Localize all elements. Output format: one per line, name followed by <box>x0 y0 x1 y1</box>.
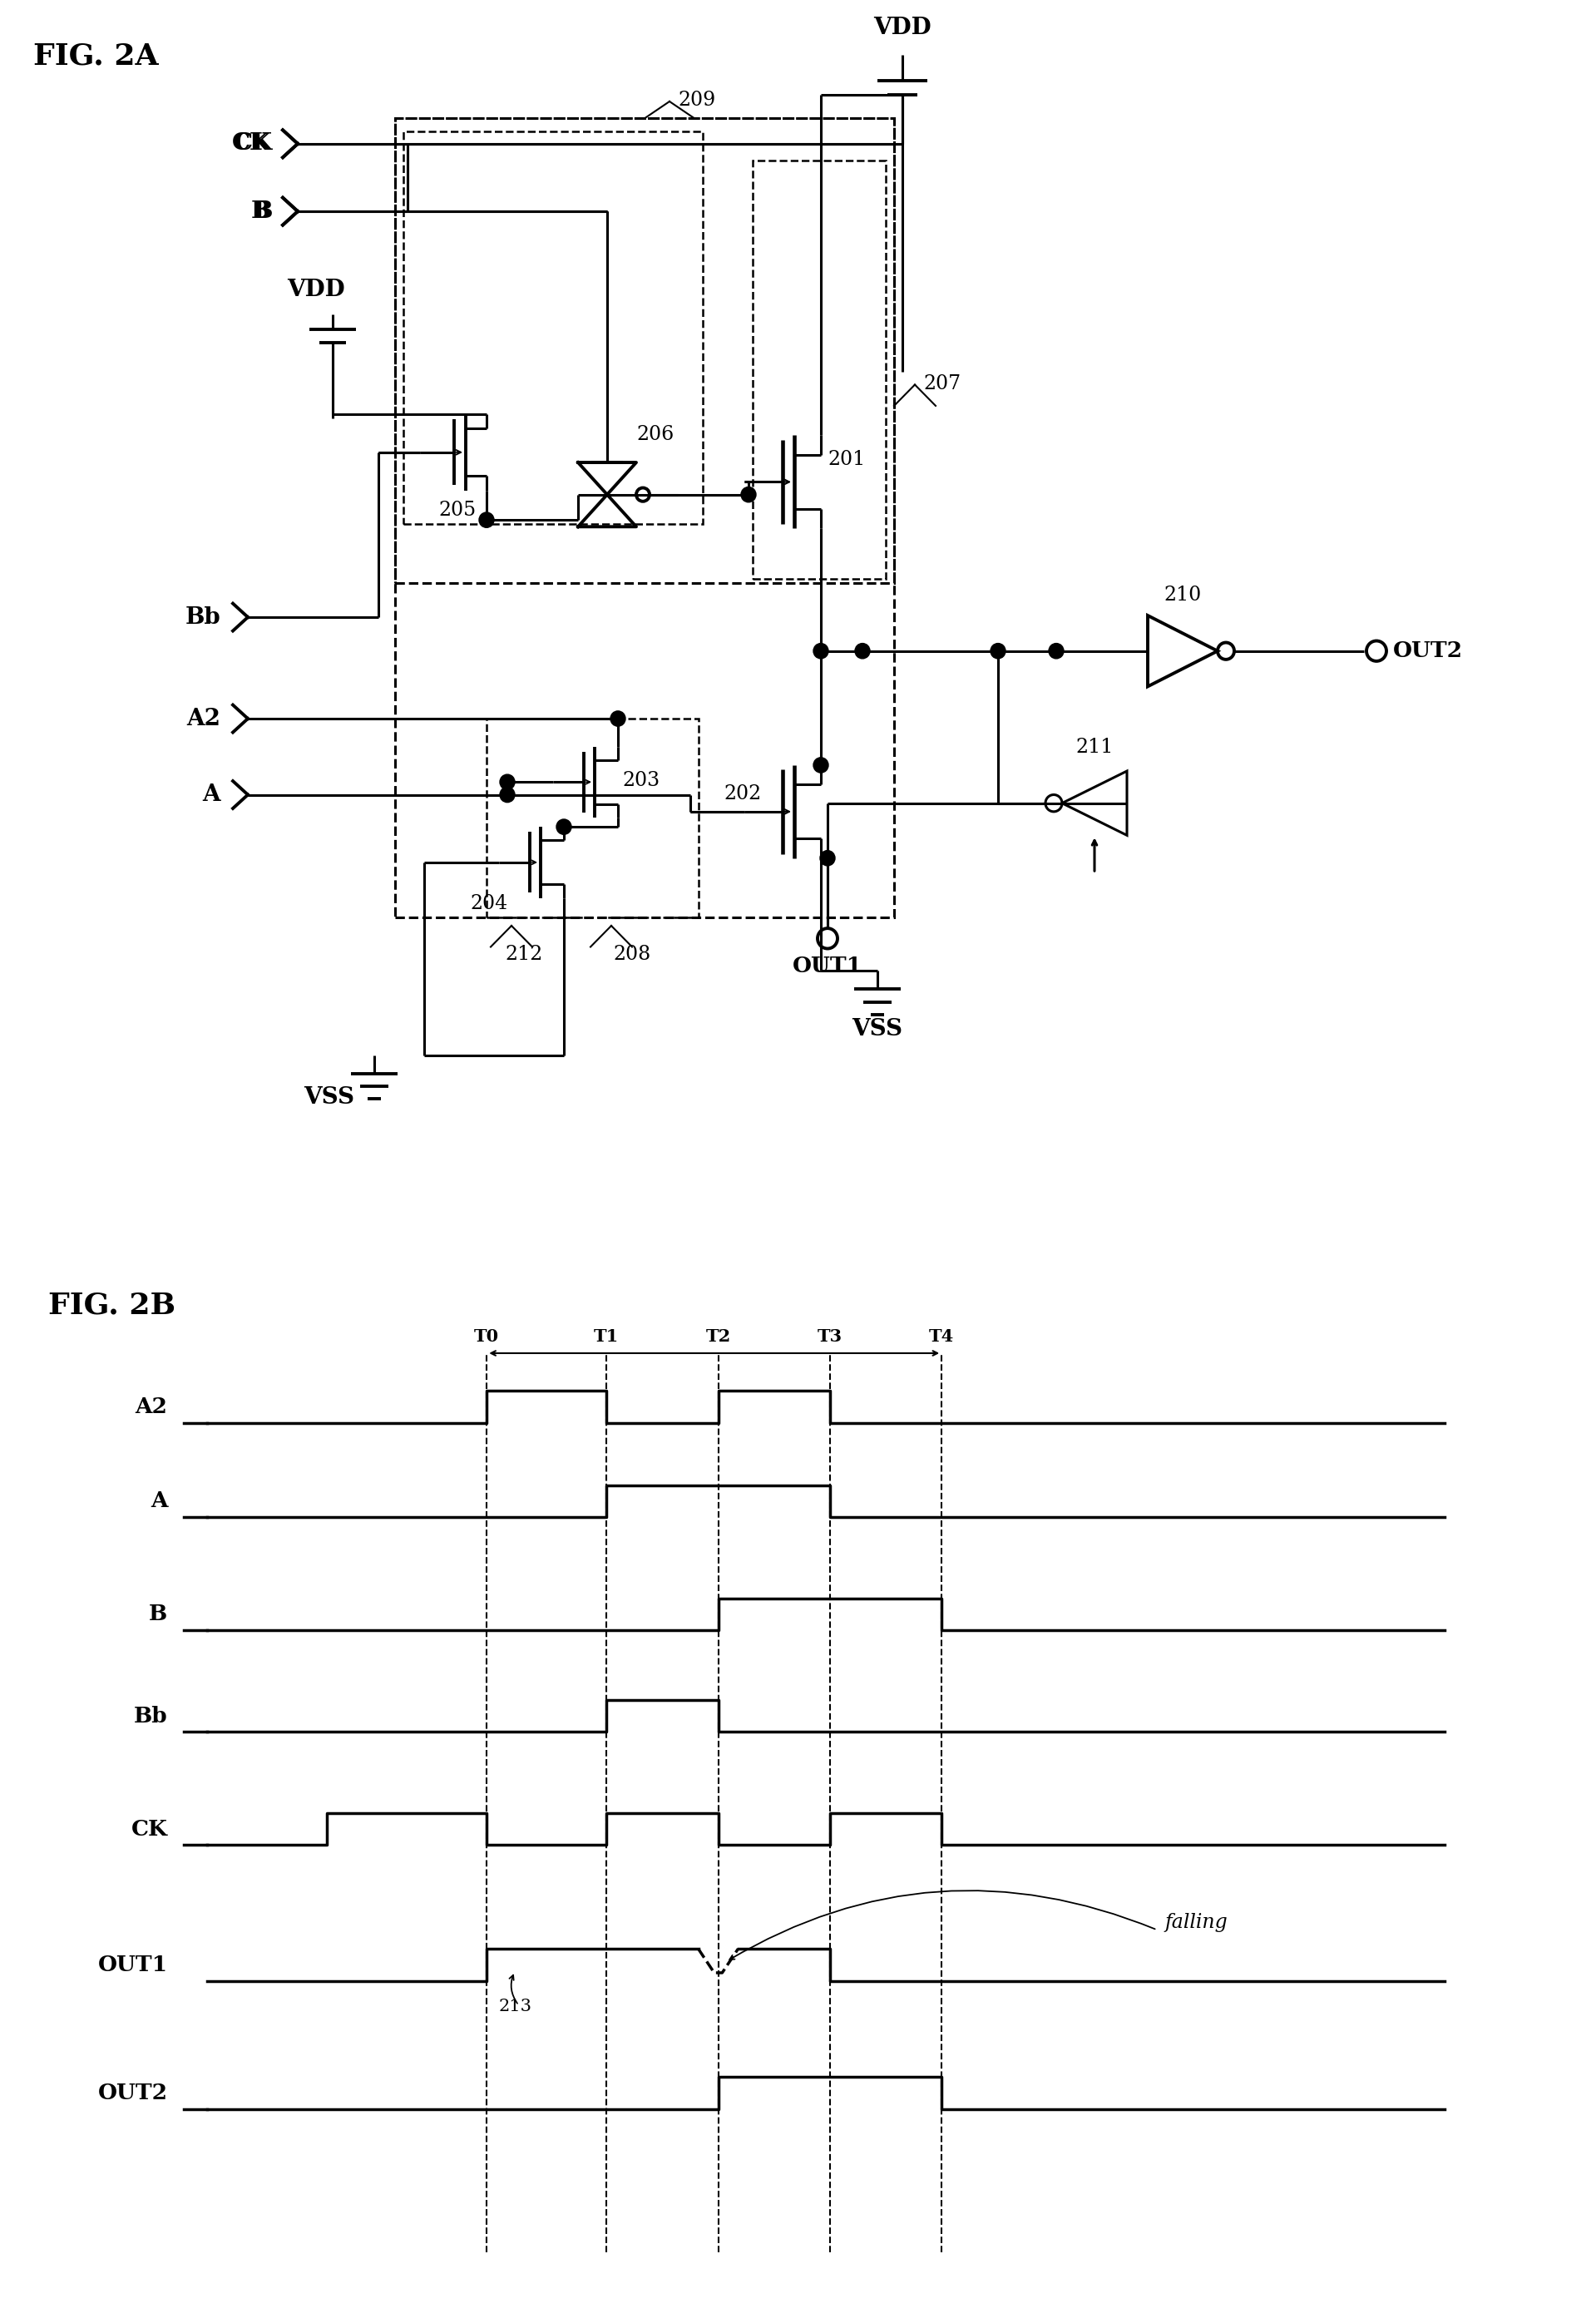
Circle shape <box>500 786 516 803</box>
Circle shape <box>557 819 571 835</box>
Text: 207: 207 <box>922 375 961 393</box>
Circle shape <box>479 513 495 527</box>
Circle shape <box>991 643 1005 659</box>
Text: OUT2: OUT2 <box>1393 641 1464 662</box>
Text: B: B <box>251 201 270 222</box>
Text: falling: falling <box>1165 1913 1227 1931</box>
Text: FIG. 2A: FIG. 2A <box>34 42 158 72</box>
Text: 201: 201 <box>827 451 865 470</box>
Text: B: B <box>254 201 273 222</box>
Text: 206: 206 <box>637 426 674 444</box>
Text: VDD: VDD <box>873 16 932 39</box>
Text: 209: 209 <box>678 90 715 109</box>
Text: B: B <box>148 1603 168 1624</box>
Text: 205: 205 <box>439 500 476 520</box>
Text: VDD: VDD <box>287 278 345 301</box>
Circle shape <box>610 710 626 726</box>
Circle shape <box>500 775 516 789</box>
Text: A: A <box>150 1492 168 1510</box>
Circle shape <box>855 643 870 659</box>
Text: OUT1: OUT1 <box>793 955 862 976</box>
Circle shape <box>1049 643 1063 659</box>
Text: 208: 208 <box>613 944 651 965</box>
Circle shape <box>814 759 828 773</box>
Text: A: A <box>203 784 220 805</box>
Text: CK: CK <box>235 132 273 155</box>
Text: 211: 211 <box>1076 738 1114 756</box>
Text: 203: 203 <box>622 770 659 791</box>
Text: 212: 212 <box>504 944 543 965</box>
Text: T3: T3 <box>817 1328 843 1346</box>
Text: CK: CK <box>131 1818 168 1839</box>
Text: CK: CK <box>231 132 270 155</box>
Circle shape <box>814 643 828 659</box>
Text: 210: 210 <box>1163 585 1202 604</box>
Text: T2: T2 <box>705 1328 731 1346</box>
Text: A2: A2 <box>136 1397 168 1418</box>
Text: T0: T0 <box>474 1328 500 1346</box>
Circle shape <box>741 488 757 502</box>
Text: VSS: VSS <box>852 1018 903 1041</box>
Text: OUT1: OUT1 <box>97 1954 168 1975</box>
Text: Bb: Bb <box>185 606 220 629</box>
Circle shape <box>820 851 835 865</box>
Text: Bb: Bb <box>134 1705 168 1725</box>
Text: 202: 202 <box>723 784 761 803</box>
Text: T4: T4 <box>929 1328 954 1346</box>
Text: A2: A2 <box>187 708 220 731</box>
Text: 204: 204 <box>469 893 508 914</box>
Text: FIG. 2B: FIG. 2B <box>48 1291 176 1318</box>
Text: 213: 213 <box>500 1998 531 2015</box>
Text: T1: T1 <box>594 1328 619 1346</box>
Text: OUT2: OUT2 <box>97 2082 168 2103</box>
Text: VSS: VSS <box>303 1085 354 1108</box>
